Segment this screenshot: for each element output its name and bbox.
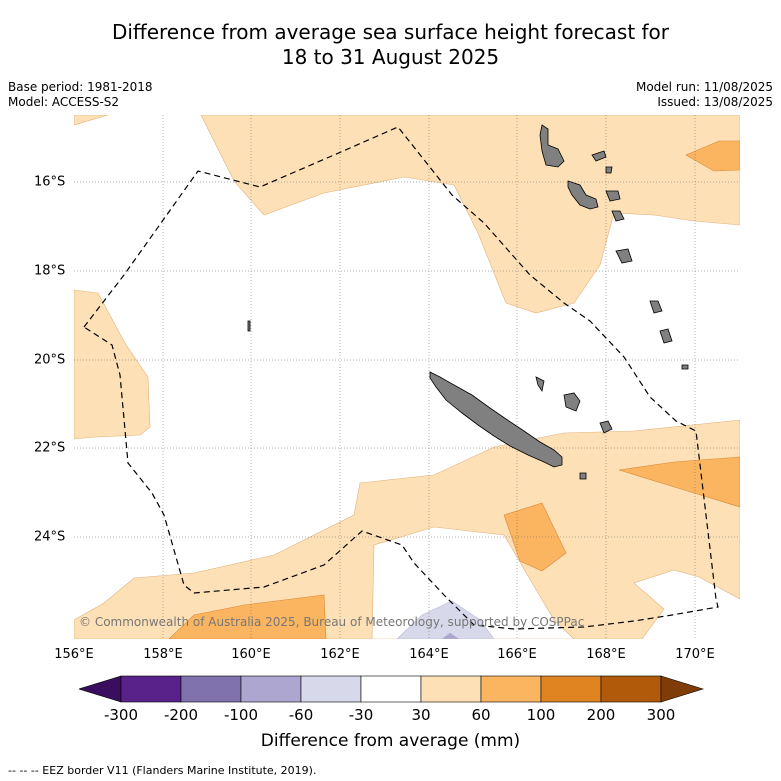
lon-label: 166°E [497,647,537,662]
map-panel [74,115,740,639]
meta-right: Model run: 11/08/2025 Issued: 13/08/2025 [636,80,773,110]
colorbar-tick: 60 [471,706,491,724]
chart-title: Difference from average sea surface heig… [0,20,781,70]
base-period-text: Base period: 1981-2018 [8,80,153,94]
title-line-2: 18 to 31 August 2025 [281,45,500,69]
model-text: Model: ACCESS-S2 [8,95,120,109]
anomaly-patch-sw [168,594,327,639]
colorbar-bin [180,675,242,703]
colorbar-tick: 100 [526,706,556,724]
neutral-hole-south [371,526,575,639]
anomaly-region-north [74,115,740,314]
anomaly-30-60-regions [74,115,740,639]
hunter-island [649,300,663,314]
lon-label: 162°E [320,647,360,662]
graticule [74,115,740,639]
anomaly-60-100-regions [168,140,740,639]
colorbar-extend-low [77,675,122,703]
colorbar-tick: -30 [348,706,374,724]
colorbar-tick: -60 [288,706,314,724]
loyalty-islands-mare [599,420,613,434]
anomaly-negative-core [441,632,460,639]
vanuatu-malekula [567,180,599,210]
colorbar-bin [600,675,662,703]
colorbar-tick: 300 [646,706,676,724]
lon-label: 160°E [231,647,271,662]
anomaly-patch-east [618,456,740,508]
colorbar-title: Difference from average (mm) [260,731,521,751]
colorbar-graphic [77,675,705,703]
vanuatu-tanna [615,248,633,264]
lat-label: 18°S [34,263,66,279]
anomaly-region-west [74,289,151,440]
anomaly-patch-ne [685,140,740,172]
isle-of-pines [579,472,587,480]
land-masses [247,124,689,480]
colorbar-bin [240,675,302,703]
matthew-island [659,328,673,344]
issued-text: Issued: 13/08/2025 [657,95,773,109]
colorbar-tick: 30 [411,706,431,724]
meta-left: Base period: 1981-2018 Model: ACCESS-S2 [8,80,153,110]
chesterfield-islet [247,320,251,332]
colorbar [77,675,705,709]
lon-label: 156°E [54,647,94,662]
vanuatu-efate [605,190,621,202]
loyalty-islands-ouvea [535,376,545,393]
colorbar-bin [480,675,542,703]
lon-label: 168°E [586,647,626,662]
map-canvas [74,115,740,639]
eez-border [83,126,719,630]
colorbar-tick: -100 [223,706,259,724]
anomaly-negative-patch [396,600,495,639]
lat-label: 16°S [34,174,66,190]
colorbar-tick: -200 [163,706,199,724]
new-caledonia-main-island [429,371,563,468]
lon-label: 170°E [675,647,715,662]
vanuatu-islet-north-1 [591,150,607,162]
colorbar-bin [120,675,182,703]
vanuatu-islet-north-2 [605,166,613,174]
lat-label: 22°S [34,440,66,456]
colorbar-bin [420,675,482,703]
colorbar-tick: 200 [586,706,616,724]
vanuatu-erromango [611,210,625,222]
colorbar-extend-high [660,675,705,703]
anomaly-negative-regions [396,600,495,639]
lat-label: 20°S [34,352,66,368]
loyalty-islands-lifou [563,392,581,412]
far-east-islet [681,364,689,370]
colorbar-bin [360,675,422,703]
neutral-holes [371,526,575,639]
anomaly-patch-center [503,502,567,572]
colorbar-tick: -300 [103,706,139,724]
lon-label: 158°E [143,647,183,662]
colorbar-bin [540,675,602,703]
lat-label: 24°S [34,529,66,545]
eez-legend-footer: -- -- -- EEZ border V11 (Flanders Marine… [8,764,317,777]
title-line-1: Difference from average sea surface heig… [111,20,670,44]
colorbar-bin [300,675,362,703]
lon-label: 164°E [409,647,449,662]
vanuatu-espiritu-santo [539,124,565,168]
copyright-notice: © Commonwealth of Australia 2025, Bureau… [79,615,585,629]
model-run-text: Model run: 11/08/2025 [635,80,773,94]
